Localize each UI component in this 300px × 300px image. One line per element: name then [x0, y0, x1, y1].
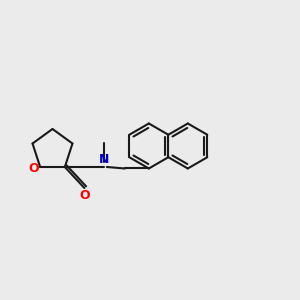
Text: N: N: [99, 153, 109, 166]
Text: O: O: [79, 189, 90, 202]
Text: O: O: [29, 162, 40, 175]
